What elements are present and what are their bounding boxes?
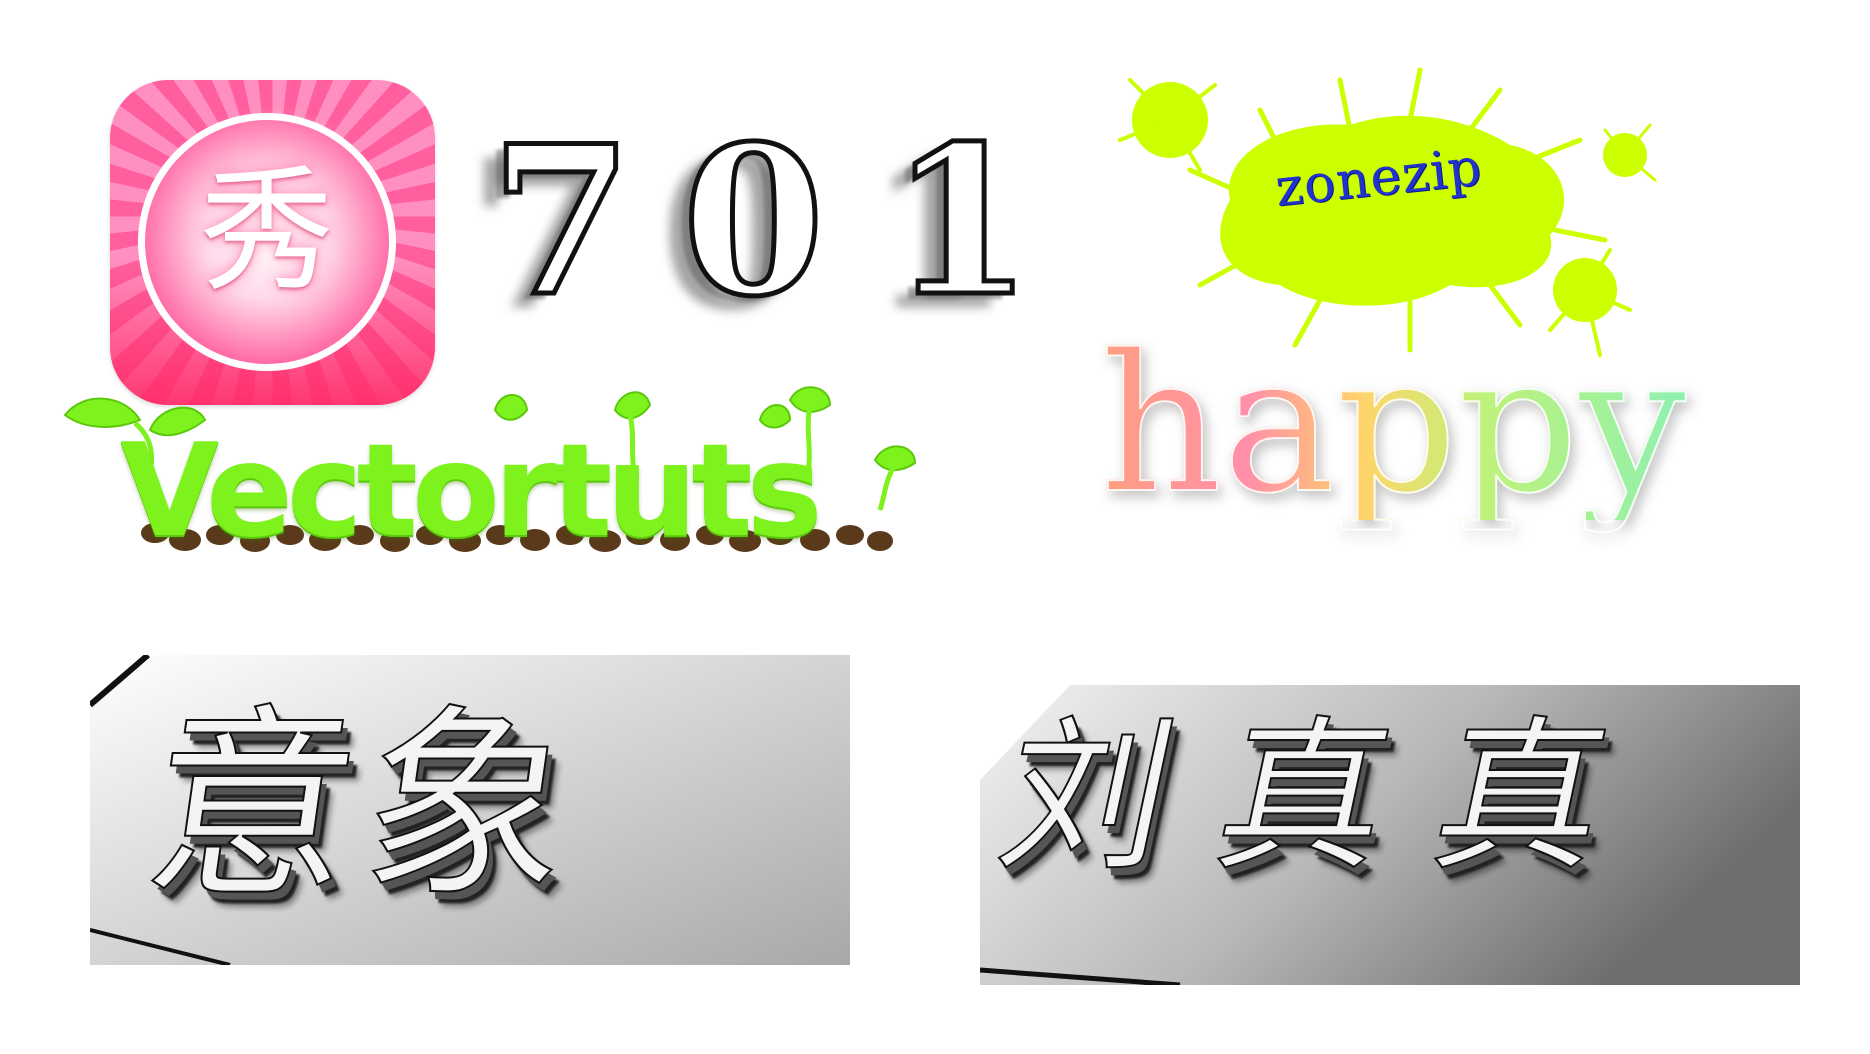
- soil: [141, 523, 893, 552]
- panel-right-text: 刘真真: [984, 700, 1678, 894]
- digit-7: 7: [488, 102, 636, 342]
- panel-right: [980, 685, 1800, 985]
- vectortuts-text: Vectortuts: [120, 417, 823, 566]
- leaf-5: [758, 404, 792, 429]
- leaf-2: [148, 406, 207, 437]
- happy-text: happy: [1099, 314, 1687, 535]
- panel-left: [90, 655, 850, 965]
- leaf-4: [788, 386, 832, 413]
- icon-ring: 秀: [138, 113, 396, 371]
- splat-main-blob: [1220, 115, 1565, 306]
- splat-spikes: [1187, 67, 1608, 353]
- vectortuts-decoration: [63, 386, 917, 552]
- sprouts: [63, 386, 917, 472]
- splat-graphic: [1118, 67, 1657, 357]
- stems: [133, 404, 898, 511]
- panel-left-text: 意象: [132, 687, 597, 927]
- leaf-1: [63, 397, 142, 428]
- leaf-6: [873, 445, 917, 472]
- digit-1: 1: [888, 102, 1036, 342]
- leaf-3: [613, 391, 652, 420]
- digit-0: 0: [680, 102, 828, 342]
- app-icon: 秀: [110, 80, 435, 405]
- icon-glyph: 秀: [199, 153, 335, 310]
- leaf-7: [493, 394, 529, 421]
